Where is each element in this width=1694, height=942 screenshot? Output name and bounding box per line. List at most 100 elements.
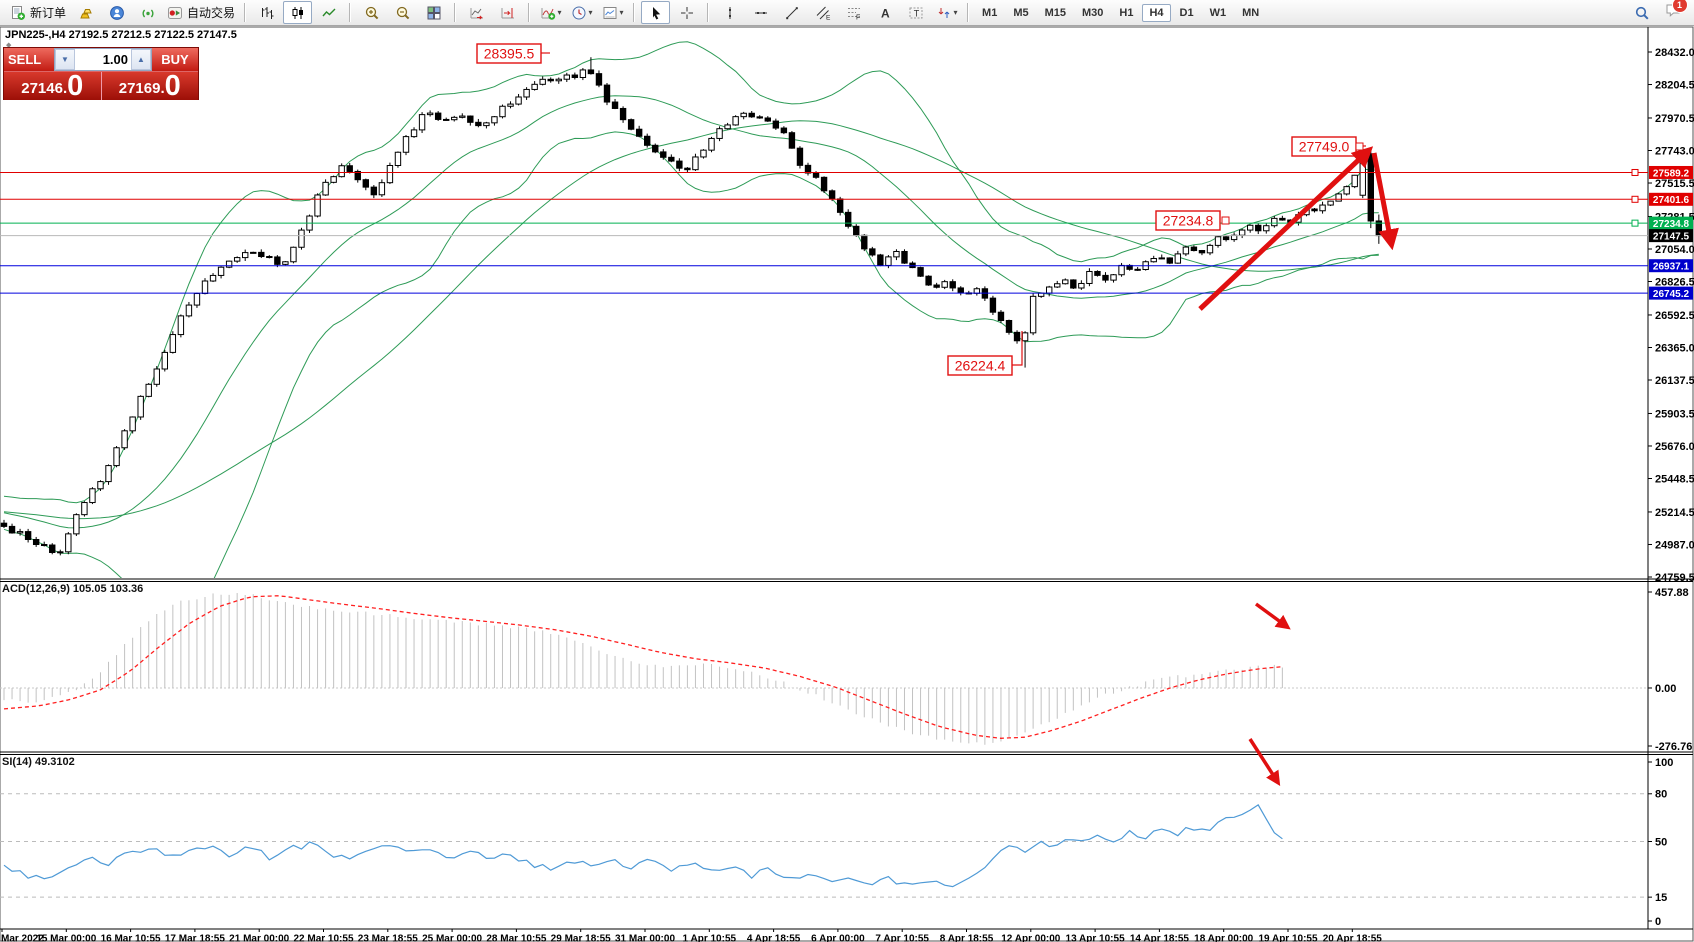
svg-text:17 Mar 18:55: 17 Mar 18:55 bbox=[165, 934, 225, 942]
periods-button[interactable]: ▾ bbox=[567, 1, 596, 24]
timeframe-m30-button[interactable]: M30 bbox=[1082, 6, 1104, 19]
panel-collapse-icon[interactable]: ◆ bbox=[6, 42, 12, 49]
rsi-pane: 100 80 50 15 0 bbox=[0, 757, 1673, 928]
zoom-in-button[interactable] bbox=[357, 1, 386, 24]
chart-shift-button[interactable] bbox=[493, 1, 522, 24]
chart-window bbox=[0, 26, 1694, 942]
vertical-line-button[interactable] bbox=[715, 1, 744, 24]
svg-text:24759.5: 24759.5 bbox=[1655, 572, 1694, 584]
toolbar-separator bbox=[454, 3, 457, 22]
svg-text:4 Apr 18:55: 4 Apr 18:55 bbox=[747, 934, 801, 942]
buy-price[interactable]: 27169. 0 bbox=[101, 72, 198, 101]
timeframe-h4-button[interactable]: H4 bbox=[1142, 3, 1171, 22]
svg-text:23 Mar 18:55: 23 Mar 18:55 bbox=[358, 934, 418, 942]
svg-text:27234.8: 27234.8 bbox=[1653, 219, 1690, 230]
svg-text:26745.2: 26745.2 bbox=[1653, 289, 1690, 300]
timeframe-d1-button[interactable]: D1 bbox=[1179, 6, 1194, 19]
price-axis[interactable]: 28432.028204.527970.527743.027515.527281… bbox=[1648, 47, 1694, 584]
volume-input[interactable] bbox=[75, 49, 131, 70]
volume-increase-button[interactable]: ▲ bbox=[131, 49, 151, 70]
svg-text:18 Apr 00:00: 18 Apr 00:00 bbox=[1194, 934, 1254, 942]
svg-text:27147.5: 27147.5 bbox=[1653, 231, 1690, 242]
horizontal-line-27589.2[interactable]: 27589.2 bbox=[0, 165, 1693, 179]
candlestick-chart-button[interactable] bbox=[283, 1, 313, 24]
label-button[interactable]: T bbox=[901, 1, 930, 24]
line-chart-button[interactable] bbox=[314, 1, 343, 24]
svg-text:Mar 2022: Mar 2022 bbox=[1, 934, 44, 942]
notification-badge: 1 bbox=[1671, 0, 1688, 13]
timeframe-m1-button[interactable]: M1 bbox=[982, 6, 998, 19]
rsi-indicator-label: SI(14) 49.3102 bbox=[2, 756, 75, 768]
svg-text:100: 100 bbox=[1655, 757, 1673, 769]
horizontal-line-27234.8[interactable]: 27234.8 bbox=[0, 216, 1693, 230]
price-annotation-28395.5[interactable]: 28395.5 bbox=[476, 43, 550, 64]
zoom-out-button[interactable] bbox=[388, 1, 417, 24]
indicators-button[interactable]: ▾ bbox=[536, 1, 565, 24]
toolbar-separator bbox=[707, 3, 710, 22]
profile-icon[interactable] bbox=[102, 1, 131, 24]
svg-text:25903.5: 25903.5 bbox=[1655, 408, 1694, 420]
new-order-button[interactable]: 新订单 bbox=[7, 1, 69, 24]
horizontal-line-button[interactable] bbox=[746, 1, 775, 24]
horizontal-line-27401.6[interactable]: 27401.6 bbox=[0, 192, 1693, 206]
trend-arrow-1[interactable] bbox=[1198, 146, 1374, 311]
buy-button[interactable]: BUY bbox=[152, 48, 198, 71]
trend-arrow-4[interactable] bbox=[1248, 738, 1281, 786]
timeframe-m15-button[interactable]: M15 bbox=[1044, 6, 1066, 19]
svg-text:0.00: 0.00 bbox=[1655, 683, 1676, 695]
channel-button[interactable]: E bbox=[808, 1, 837, 24]
horizontal-line-26937.1[interactable]: 26937.1 bbox=[0, 259, 1693, 273]
svg-text:50: 50 bbox=[1655, 836, 1667, 848]
crosshair-button[interactable] bbox=[672, 1, 701, 24]
sell-price-main: 27146. bbox=[21, 80, 68, 97]
svg-text:20 Apr 18:55: 20 Apr 18:55 bbox=[1323, 934, 1383, 942]
price-annotation-26224.4[interactable]: 26224.4 bbox=[947, 331, 1023, 376]
text-button[interactable]: A bbox=[870, 1, 899, 24]
svg-text:27743.0: 27743.0 bbox=[1655, 145, 1694, 157]
auto-scroll-button[interactable] bbox=[462, 1, 491, 24]
templates-button[interactable]: ▾ bbox=[598, 1, 627, 24]
horizontal-line-26745.2[interactable]: 26745.2 bbox=[0, 286, 1693, 300]
volume-decrease-button[interactable]: ▼ bbox=[55, 49, 75, 70]
rsi-line bbox=[3, 804, 1283, 888]
horizontal-line-27147.5[interactable]: 27147.5 bbox=[0, 229, 1693, 242]
signal-icon[interactable] bbox=[133, 1, 162, 24]
volume-stepper: ▼ ▲ bbox=[54, 48, 152, 71]
sell-price[interactable]: 27146. 0 bbox=[4, 72, 102, 101]
svg-text:A: A bbox=[881, 6, 890, 20]
svg-text:0: 0 bbox=[1655, 916, 1661, 928]
svg-text:24987.0: 24987.0 bbox=[1655, 539, 1694, 551]
svg-text:8 Apr 18:55: 8 Apr 18:55 bbox=[940, 934, 994, 942]
timeframe-h1-button[interactable]: H1 bbox=[1119, 6, 1134, 19]
bar-chart-button[interactable] bbox=[252, 1, 281, 24]
chat-icon[interactable]: 1 bbox=[1658, 0, 1688, 24]
arrows-button[interactable]: ▾ bbox=[932, 1, 961, 24]
svg-text:28 Mar 10:55: 28 Mar 10:55 bbox=[486, 934, 546, 942]
timeframe-w1-button[interactable]: W1 bbox=[1209, 6, 1227, 19]
gold-icon[interactable] bbox=[71, 1, 100, 24]
svg-text:27589.2: 27589.2 bbox=[1653, 168, 1690, 179]
sell-button[interactable]: SELL bbox=[4, 48, 54, 71]
timeframe-mn-button[interactable]: MN bbox=[1242, 6, 1260, 19]
annotations[interactable]: 28395.5 27749.0 27234.8 26224.4 bbox=[476, 43, 1366, 376]
auto-trading-button[interactable]: 自动交易 bbox=[164, 1, 238, 24]
trendline-button[interactable] bbox=[777, 1, 806, 24]
timeframe-m5-button[interactable]: M5 bbox=[1013, 6, 1029, 19]
svg-text:12 Apr 00:00: 12 Apr 00:00 bbox=[1001, 934, 1061, 942]
trend-arrow-3[interactable] bbox=[1254, 602, 1291, 630]
trend-arrow-2[interactable] bbox=[1371, 152, 1399, 251]
svg-text:15 Mar 00:00: 15 Mar 00:00 bbox=[36, 934, 96, 942]
fibonacci-button[interactable]: F bbox=[839, 1, 868, 24]
price-annotation-27234.8[interactable]: 27234.8 bbox=[1155, 210, 1230, 231]
tile-windows-button[interactable] bbox=[419, 1, 448, 24]
svg-text:1 Apr 10:55: 1 Apr 10:55 bbox=[683, 934, 737, 942]
toolbar: 新订单 自动交易 ▾ ▾ ▾ E F A T ▾ M1 M5 M15 M30 H1 H4 D1 W1 MN 1 bbox=[0, 0, 1694, 26]
svg-text:25 Mar 00:00: 25 Mar 00:00 bbox=[422, 934, 482, 942]
price-annotation-27749.0[interactable]: 27749.0 bbox=[1291, 136, 1366, 157]
svg-text:28395.5: 28395.5 bbox=[484, 46, 535, 62]
cursor-button[interactable] bbox=[641, 1, 671, 24]
search-icon[interactable] bbox=[1627, 1, 1656, 24]
